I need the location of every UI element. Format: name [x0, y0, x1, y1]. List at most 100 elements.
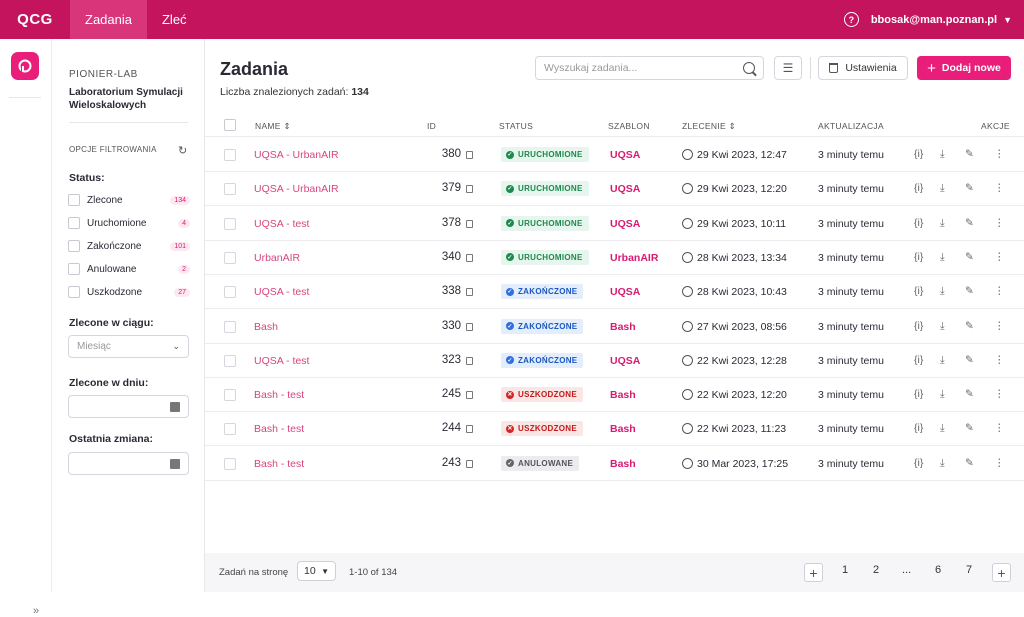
per-page-select[interactable]: 10 ▼ [297, 561, 336, 581]
task-name-link[interactable]: Bash - test [254, 457, 305, 470]
page-6[interactable]: 6 [935, 564, 942, 576]
add-new-button[interactable]: + Dodaj nowe [917, 56, 1011, 80]
copy-icon[interactable] [466, 219, 473, 228]
ordered-on-date-field[interactable] [68, 395, 189, 418]
reset-icon[interactable]: ↻ [178, 145, 188, 157]
table-row[interactable]: UQSA - UrbanAIR 379 ✓ URUCHOMIONE UQSA 29 Kwi… [205, 172, 1024, 207]
edit-icon[interactable]: ✎ [965, 422, 974, 435]
task-name-link[interactable]: UrbanAIR [254, 251, 301, 264]
expand-icon[interactable]: » [33, 605, 40, 617]
download-icon[interactable]: ⤓ [940, 182, 945, 195]
table-row[interactable]: Bash - test 244 ✕ USZKODZONE Bash 22 Kwi 2023… [205, 412, 1024, 447]
edit-icon[interactable]: ✎ [965, 319, 974, 332]
copy-icon[interactable] [466, 151, 473, 159]
edit-icon[interactable]: ✎ [965, 216, 974, 229]
more-icon[interactable]: ⋮ [994, 319, 1005, 332]
download-icon[interactable]: ⤓ [940, 148, 945, 160]
details-icon[interactable]: {i} [914, 422, 924, 435]
task-name-link[interactable]: UQSA - test [254, 217, 310, 230]
table-row[interactable]: UQSA - test 338 ✓ ZAKOŃCZONE UQSA 28 Kwi 2023… [205, 275, 1024, 310]
filter-status-running[interactable]: Uruchomione 4 [68, 217, 190, 229]
table-row[interactable]: Bash - test 243 ✓ ANULOWANE Bash 30 Mar 2023,… [205, 447, 1024, 481]
more-icon[interactable]: ⋮ [994, 456, 1005, 469]
template-link[interactable]: UrbanAIR [610, 251, 659, 264]
task-name-link[interactable]: UQSA - test [254, 354, 310, 367]
row-checkbox[interactable] [224, 457, 236, 470]
calendar-icon[interactable] [170, 402, 180, 412]
search-input[interactable]: Wyszukaj zadania... [535, 56, 764, 80]
column-header-name[interactable]: NAME ⇕ [255, 121, 291, 132]
project-icon[interactable] [11, 52, 39, 80]
user-menu[interactable]: ? bbosak@man.poznan.pl ▼ [843, 12, 1024, 27]
template-link[interactable]: UQSA [610, 183, 641, 196]
page-1[interactable]: 1 [842, 564, 849, 576]
nav-tab-submit[interactable]: Zleć [161, 12, 187, 27]
copy-icon[interactable] [466, 459, 473, 468]
template-link[interactable]: Bash [610, 457, 636, 470]
row-checkbox[interactable] [224, 217, 236, 230]
table-row[interactable]: Bash 330 ✓ ZAKOŃCZONE Bash 27 Kwi 2023, 08:56… [205, 310, 1024, 344]
table-row[interactable]: UQSA - UrbanAIR 380 ✓ URUCHOMIONE UQSA 29 Kwi… [205, 138, 1024, 172]
last-change-date-field[interactable] [68, 452, 189, 475]
details-icon[interactable]: {i} [914, 148, 924, 160]
row-checkbox[interactable] [224, 320, 236, 333]
more-icon[interactable]: ⋮ [994, 148, 1005, 160]
row-checkbox[interactable] [224, 251, 236, 264]
more-icon[interactable]: ⋮ [994, 250, 1005, 263]
row-checkbox[interactable] [224, 183, 236, 196]
template-link[interactable]: UQSA [610, 217, 641, 230]
column-header-ordered[interactable]: ZLECENIE ⇕ [682, 121, 736, 132]
edit-icon[interactable]: ✎ [965, 148, 974, 160]
filter-status-ordered[interactable]: Zlecone 134 [68, 194, 190, 206]
template-link[interactable]: Bash [610, 320, 636, 333]
select-all-checkbox[interactable] [224, 119, 236, 131]
search-icon[interactable] [743, 62, 755, 74]
filter-status-cancelled[interactable]: Anulowane 2 [68, 263, 190, 275]
details-icon[interactable]: {i} [914, 319, 924, 332]
download-icon[interactable]: ⤓ [940, 285, 945, 298]
more-icon[interactable]: ⋮ [994, 182, 1005, 195]
sort-icon[interactable]: ⇕ [728, 121, 737, 131]
download-icon[interactable]: ⤓ [940, 456, 945, 469]
download-icon[interactable]: ⤓ [940, 422, 945, 435]
prev-page-button[interactable]: + [804, 563, 823, 582]
more-icon[interactable]: ⋮ [994, 388, 1005, 401]
details-icon[interactable]: {i} [914, 182, 924, 195]
edit-icon[interactable]: ✎ [965, 456, 974, 469]
download-icon[interactable]: ⤓ [940, 353, 945, 366]
checkbox[interactable] [68, 194, 80, 206]
row-checkbox[interactable] [224, 423, 236, 436]
settings-button[interactable]: Ustawienia [818, 56, 908, 80]
details-icon[interactable]: {i} [914, 250, 924, 263]
details-icon[interactable]: {i} [914, 456, 924, 469]
table-row[interactable]: UQSA - test 323 ✓ ZAKOŃCZONE UQSA 22 Kwi 2023… [205, 344, 1024, 378]
edit-icon[interactable]: ✎ [965, 388, 974, 401]
columns-settings-button[interactable]: ☰ [774, 56, 802, 80]
task-name-link[interactable]: UQSA - UrbanAIR [254, 183, 339, 196]
details-icon[interactable]: {i} [914, 388, 924, 401]
task-name-link[interactable]: Bash - test [254, 423, 305, 436]
edit-icon[interactable]: ✎ [965, 285, 974, 298]
nav-tab-tasks[interactable]: Zadania [70, 0, 147, 39]
table-row[interactable]: UQSA - test 378 ✓ URUCHOMIONE UQSA 29 Kwi 202… [205, 207, 1024, 241]
more-icon[interactable]: ⋮ [994, 353, 1005, 366]
download-icon[interactable]: ⤓ [940, 319, 945, 332]
table-row[interactable]: UrbanAIR 340 ✓ URUCHOMIONE UrbanAIR 28 Kwi 20… [205, 241, 1024, 275]
page-7[interactable]: 7 [966, 564, 973, 576]
copy-icon[interactable] [466, 425, 473, 434]
task-name-link[interactable]: UQSA - test [254, 286, 310, 299]
copy-icon[interactable] [466, 356, 473, 365]
template-link[interactable]: Bash [610, 423, 636, 436]
edit-icon[interactable]: ✎ [965, 182, 974, 195]
template-link[interactable]: UQSA [610, 286, 641, 299]
copy-icon[interactable] [466, 253, 473, 262]
app-logo[interactable]: QCG [17, 11, 53, 28]
task-name-link[interactable]: UQSA - UrbanAIR [254, 149, 339, 161]
copy-icon[interactable] [466, 391, 473, 400]
details-icon[interactable]: {i} [914, 285, 924, 298]
more-icon[interactable]: ⋮ [994, 216, 1005, 229]
task-name-link[interactable]: Bash - test [254, 389, 305, 402]
checkbox[interactable] [68, 217, 80, 229]
details-icon[interactable]: {i} [914, 216, 924, 229]
task-name-link[interactable]: Bash [254, 320, 278, 333]
